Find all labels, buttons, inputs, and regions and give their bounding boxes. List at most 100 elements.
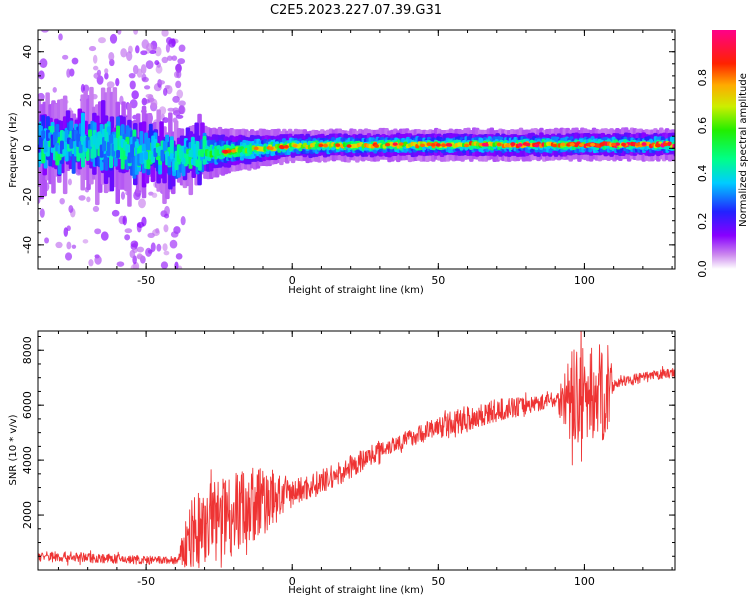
spectrogram-hotspot — [578, 143, 584, 147]
spectrogram-noise-cell — [133, 30, 139, 35]
spectrogram-noise-cell — [71, 244, 77, 249]
spectrogram-hotspot — [504, 143, 510, 148]
spectrogram-xtick-label: 50 — [431, 274, 445, 287]
spectrogram-noise-cell — [104, 72, 109, 80]
spectrogram-ridge-cell — [162, 141, 167, 151]
snr-xtick-label: 100 — [574, 575, 595, 588]
spectrogram-noise-cell — [128, 72, 136, 79]
spectrogram-noise-cell — [151, 98, 158, 109]
spectrogram-noise-cell — [100, 231, 109, 241]
spectrogram-ridge-cell — [169, 139, 174, 157]
snr-ylabel: SNR (10 * v/v) — [8, 414, 19, 485]
snr-ticks: -50 0 50 100 2000 4000 6000 8000 — [21, 331, 675, 588]
spectrogram-noise-cell — [136, 254, 144, 260]
spectrogram-noise-cell — [136, 221, 145, 228]
spectrogram-ridge-cell — [62, 149, 67, 157]
spectrogram-noise-cell — [125, 51, 133, 61]
spectrogram-noise-cell — [82, 239, 89, 244]
colorbar-tick-label: 0.0 — [696, 260, 709, 278]
spectrogram-hotspot — [655, 143, 661, 147]
spectrogram-noise-cell — [178, 105, 186, 115]
spectrogram-noise-cell — [154, 46, 162, 57]
spectrogram-ridge-cell — [97, 131, 102, 147]
spectrogram-hotspot — [663, 142, 669, 147]
spectrogram-noise-cell — [68, 205, 74, 213]
spectrogram-hotspot — [268, 146, 274, 151]
snr-ytick-label: 4000 — [21, 446, 34, 474]
spectrogram-ridge-cell — [181, 157, 186, 165]
spectrogram-ytick-label: 20 — [21, 93, 34, 107]
spectrogram-hotspot — [392, 142, 398, 146]
spectrogram-xlabel: Height of straight line (km) — [288, 285, 424, 296]
spectrogram-noise-cell — [161, 30, 169, 37]
spectrogram-noise-cell — [162, 243, 168, 252]
spectrogram-noise-cell — [130, 264, 138, 269]
snr-ytick-label: 6000 — [21, 391, 34, 419]
colorbar-ticks: 0.0 0.2 0.4 0.6 0.8 — [696, 69, 709, 278]
spectrogram-hotspot — [510, 142, 516, 146]
snr-xtick-label: 0 — [289, 575, 296, 588]
spectrogram-noise-cell — [140, 50, 148, 56]
colorbar-tick-label: 0.8 — [696, 69, 709, 87]
spectrogram-noise-cell — [129, 249, 136, 259]
spectrogram-ticks: -50 0 50 100 -40 -20 0 20 40 — [21, 30, 675, 287]
spectrogram-noise-cell — [133, 241, 138, 249]
spectrogram-ridge-cell — [141, 143, 146, 152]
spectrogram-noise-cell — [67, 178, 72, 186]
snr-panel: -50 0 50 100 2000 4000 6000 8000 Height of stra… — [8, 330, 676, 596]
spectrogram-hotspot — [569, 142, 575, 147]
spectrogram-noise-cell — [92, 54, 98, 64]
spectrogram-hotspot — [322, 143, 328, 148]
snr-xlabel: Height of straight line (km) — [288, 585, 424, 596]
spectrogram-hotspot — [574, 142, 580, 146]
spectrogram-noise-cell — [178, 44, 186, 52]
spectrogram-ridge-cell — [195, 159, 200, 168]
spectrogram-hotspot — [426, 142, 432, 147]
spectrogram-ytick-label: 40 — [21, 45, 34, 59]
spectrogram-hotspot — [385, 142, 391, 147]
colorbar: 0.0 0.2 0.4 0.6 0.8 Normalized spectral ampl… — [696, 30, 749, 278]
spectrogram-ridge-cell — [113, 137, 118, 152]
spectrogram-noise-cell — [38, 70, 45, 80]
spectrogram-noise-cell — [163, 250, 170, 256]
spectrogram-hotspot — [560, 142, 566, 147]
snr-ytick-label: 2000 — [21, 501, 34, 529]
spectrogram-noise-cell — [161, 56, 169, 64]
spectrogram-hotspot — [435, 143, 441, 147]
spectrogram-noise-cell — [104, 68, 109, 74]
spectrogram-hotspot — [634, 142, 640, 147]
spectrogram-noise-cell — [166, 55, 173, 61]
spectrogram-noise-cell — [165, 85, 173, 95]
spectrogram-noise-cell — [177, 265, 183, 269]
spectrogram-noise-cell — [117, 30, 122, 35]
spectrogram-hotspot — [292, 143, 298, 148]
spectrogram-ridge-cell — [188, 149, 193, 158]
spectrogram-xtick-label: 100 — [574, 274, 595, 287]
spectrogram-noise-cell — [155, 227, 160, 234]
spectrogram-noise-cell — [124, 234, 131, 241]
spectrogram-hotspot — [590, 142, 596, 147]
spectrogram-ridge-cell — [672, 143, 675, 149]
spectrogram-noise-cell — [163, 224, 169, 233]
spectrogram-noise-cell — [172, 95, 180, 103]
spectrogram-ytick-label: -20 — [21, 188, 34, 206]
spectrogram-hotspot — [419, 143, 425, 148]
spectrogram-noise-cell — [40, 30, 49, 33]
spectrogram-noise-cell — [163, 87, 168, 96]
spectrogram-hotspot — [599, 142, 605, 147]
spectrogram-noise-cell — [94, 228, 102, 235]
spectrogram-hotspot — [346, 144, 352, 148]
spectrogram-hotspot — [525, 142, 531, 147]
spectrogram-hotspot — [463, 143, 469, 148]
spectrogram-noise-cell — [106, 81, 115, 89]
spectrogram-noise-cell — [63, 227, 69, 237]
spectrogram-noise-cell — [176, 89, 184, 99]
spectrogram-marks — [38, 30, 675, 269]
colorbar-gradient — [712, 30, 736, 269]
spectrogram-ridge-cell — [139, 152, 144, 164]
colorbar-tick-label: 0.4 — [696, 165, 709, 183]
spectrogram-ridge-cell — [134, 141, 139, 148]
spectrogram-noise-cell — [116, 261, 125, 267]
spectrogram-noise-cell — [146, 43, 154, 52]
spectrogram-ridge-cell — [174, 161, 179, 171]
